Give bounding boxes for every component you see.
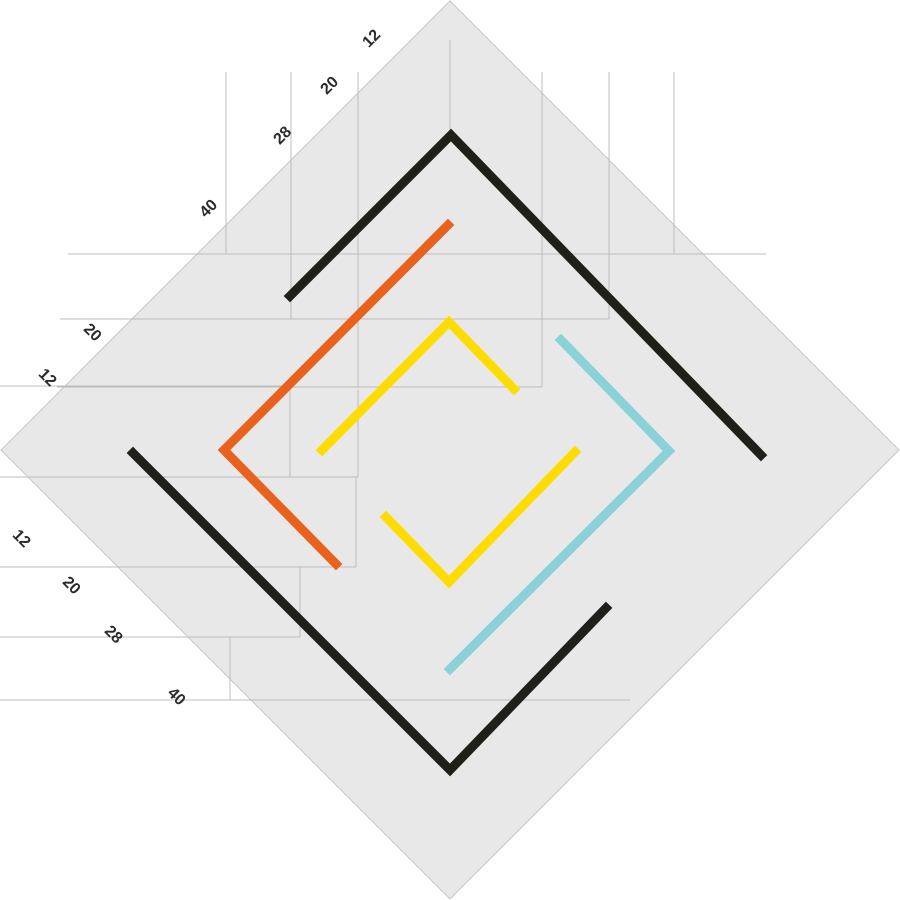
svg-text:28: 28 (101, 623, 126, 648)
svg-text:40: 40 (197, 196, 222, 221)
svg-text:12: 12 (360, 26, 385, 51)
svg-text:20: 20 (318, 73, 343, 98)
svg-text:40: 40 (164, 685, 189, 710)
svg-text:20: 20 (80, 321, 105, 346)
svg-text:20: 20 (59, 574, 84, 599)
svg-text:12: 12 (9, 527, 34, 552)
